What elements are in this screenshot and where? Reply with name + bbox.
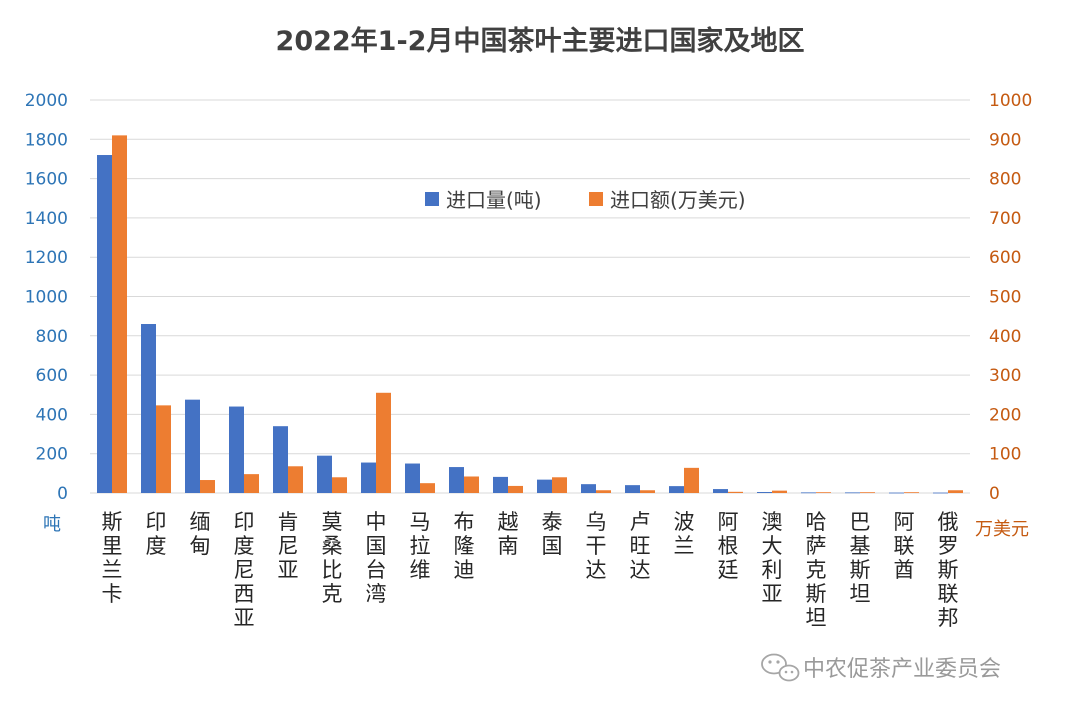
bar-value (684, 467, 699, 493)
bar-value (288, 466, 303, 493)
bar-volume (141, 324, 156, 493)
bar-volume (493, 476, 508, 493)
right-axis-unit: 万美元 (975, 519, 1029, 540)
bar-value (376, 392, 391, 493)
category-label: 斯里兰卡 (102, 510, 123, 606)
bar-volume (273, 426, 288, 493)
bar-value (640, 490, 655, 493)
category-label: 巴基斯坦 (850, 510, 871, 606)
bar-volume (361, 462, 376, 493)
bar-volume (405, 463, 420, 493)
bar-value (420, 483, 435, 493)
left-tick-label: 1600 (25, 170, 68, 190)
bar-value (156, 405, 171, 493)
left-tick-label: 400 (36, 405, 68, 425)
right-tick-label: 900 (989, 130, 1021, 150)
left-tick-label: 1000 (25, 288, 68, 308)
category-label: 印度 (146, 510, 167, 558)
right-tick-label: 200 (989, 405, 1021, 425)
right-tick-label: 800 (989, 170, 1021, 190)
category-label: 阿根廷 (718, 510, 739, 582)
legend-label-value: 进口额(万美元) (610, 188, 746, 212)
bar-volume (185, 399, 200, 493)
right-tick-label: 600 (989, 248, 1021, 268)
bar-value (112, 135, 127, 493)
bar-volume (625, 485, 640, 493)
bar-value (244, 474, 259, 493)
right-tick-label: 400 (989, 327, 1021, 347)
left-tick-label: 1800 (25, 130, 68, 150)
legend-label-volume: 进口量(吨) (446, 188, 542, 212)
left-tick-label: 2000 (25, 91, 68, 111)
bar-volume (449, 467, 464, 493)
left-tick-label: 0 (57, 484, 68, 504)
category-label: 中国台湾 (366, 510, 387, 606)
bar-volume (845, 492, 860, 494)
bar-volume (933, 492, 948, 494)
bar-volume (757, 492, 772, 493)
gridlines (90, 99, 970, 494)
category-label: 澳大利亚 (762, 510, 783, 606)
category-label: 乌干达 (586, 510, 607, 582)
right-tick-label: 500 (989, 288, 1021, 308)
left-tick-label: 200 (36, 445, 68, 465)
legend: 进口量(吨) 进口额(万美元) (425, 188, 746, 212)
category-label: 缅甸 (190, 510, 211, 558)
bar-volume (801, 492, 816, 494)
category-label: 越南 (498, 510, 519, 558)
left-tick-label: 800 (36, 327, 68, 347)
bar-volume (537, 479, 552, 493)
left-axis-ticks: 0 200 400 600 800 1000 1200 1400 1600 1800 2000 (25, 91, 68, 504)
category-label: 泰国 (542, 510, 563, 558)
right-tick-label: 300 (989, 366, 1021, 386)
bar-value (816, 492, 831, 494)
bar-value (772, 490, 787, 493)
bar-value (904, 492, 919, 494)
bar-value (948, 490, 963, 493)
category-label: 卢旺达 (630, 510, 651, 582)
category-label: 阿联酋 (894, 510, 915, 582)
right-tick-label: 1000 (989, 91, 1032, 111)
right-tick-label: 700 (989, 209, 1021, 229)
bar-value (552, 477, 567, 493)
bars (97, 135, 963, 494)
bar-value (728, 491, 743, 493)
right-tick-label: 100 (989, 445, 1021, 465)
bar-value (508, 485, 523, 493)
watermark: 中农促茶产业委员会 (761, 653, 1001, 682)
bar-value (596, 490, 611, 493)
bar-volume (669, 486, 684, 493)
legend-swatch-volume (425, 192, 439, 206)
wechat-icon (761, 653, 800, 682)
left-axis-unit: 吨 (43, 514, 61, 535)
bar-volume (713, 489, 728, 493)
left-tick-label: 600 (36, 366, 68, 386)
category-label: 俄罗斯联邦 (938, 510, 959, 630)
category-label: 莫桑比克 (322, 510, 343, 606)
chart-title: 2022年1-2月中国茶叶主要进口国家及地区 (276, 25, 805, 57)
bar-value (200, 480, 215, 493)
legend-swatch-value (589, 192, 603, 206)
bar-value (332, 477, 347, 493)
bar-volume (889, 492, 904, 494)
category-label: 马拉维 (410, 510, 431, 582)
left-tick-label: 1200 (25, 248, 68, 268)
bar-volume (97, 155, 112, 493)
right-tick-label: 0 (989, 484, 1000, 504)
bar-value (860, 492, 875, 494)
category-label: 印度尼西亚 (234, 510, 255, 630)
category-label: 波兰 (674, 510, 695, 558)
watermark-text: 中农促茶产业委员会 (803, 657, 1001, 682)
bar-volume (229, 406, 244, 493)
category-label: 布隆迪 (454, 510, 475, 582)
left-tick-label: 1400 (25, 209, 68, 229)
right-axis-ticks: 0 100 200 300 400 500 600 700 800 900 1000 (989, 91, 1032, 504)
bar-volume (317, 455, 332, 493)
category-label: 哈萨克斯坦 (806, 510, 827, 630)
bar-value (464, 476, 479, 493)
bar-volume (581, 484, 596, 493)
category-label: 肯尼亚 (278, 510, 299, 582)
